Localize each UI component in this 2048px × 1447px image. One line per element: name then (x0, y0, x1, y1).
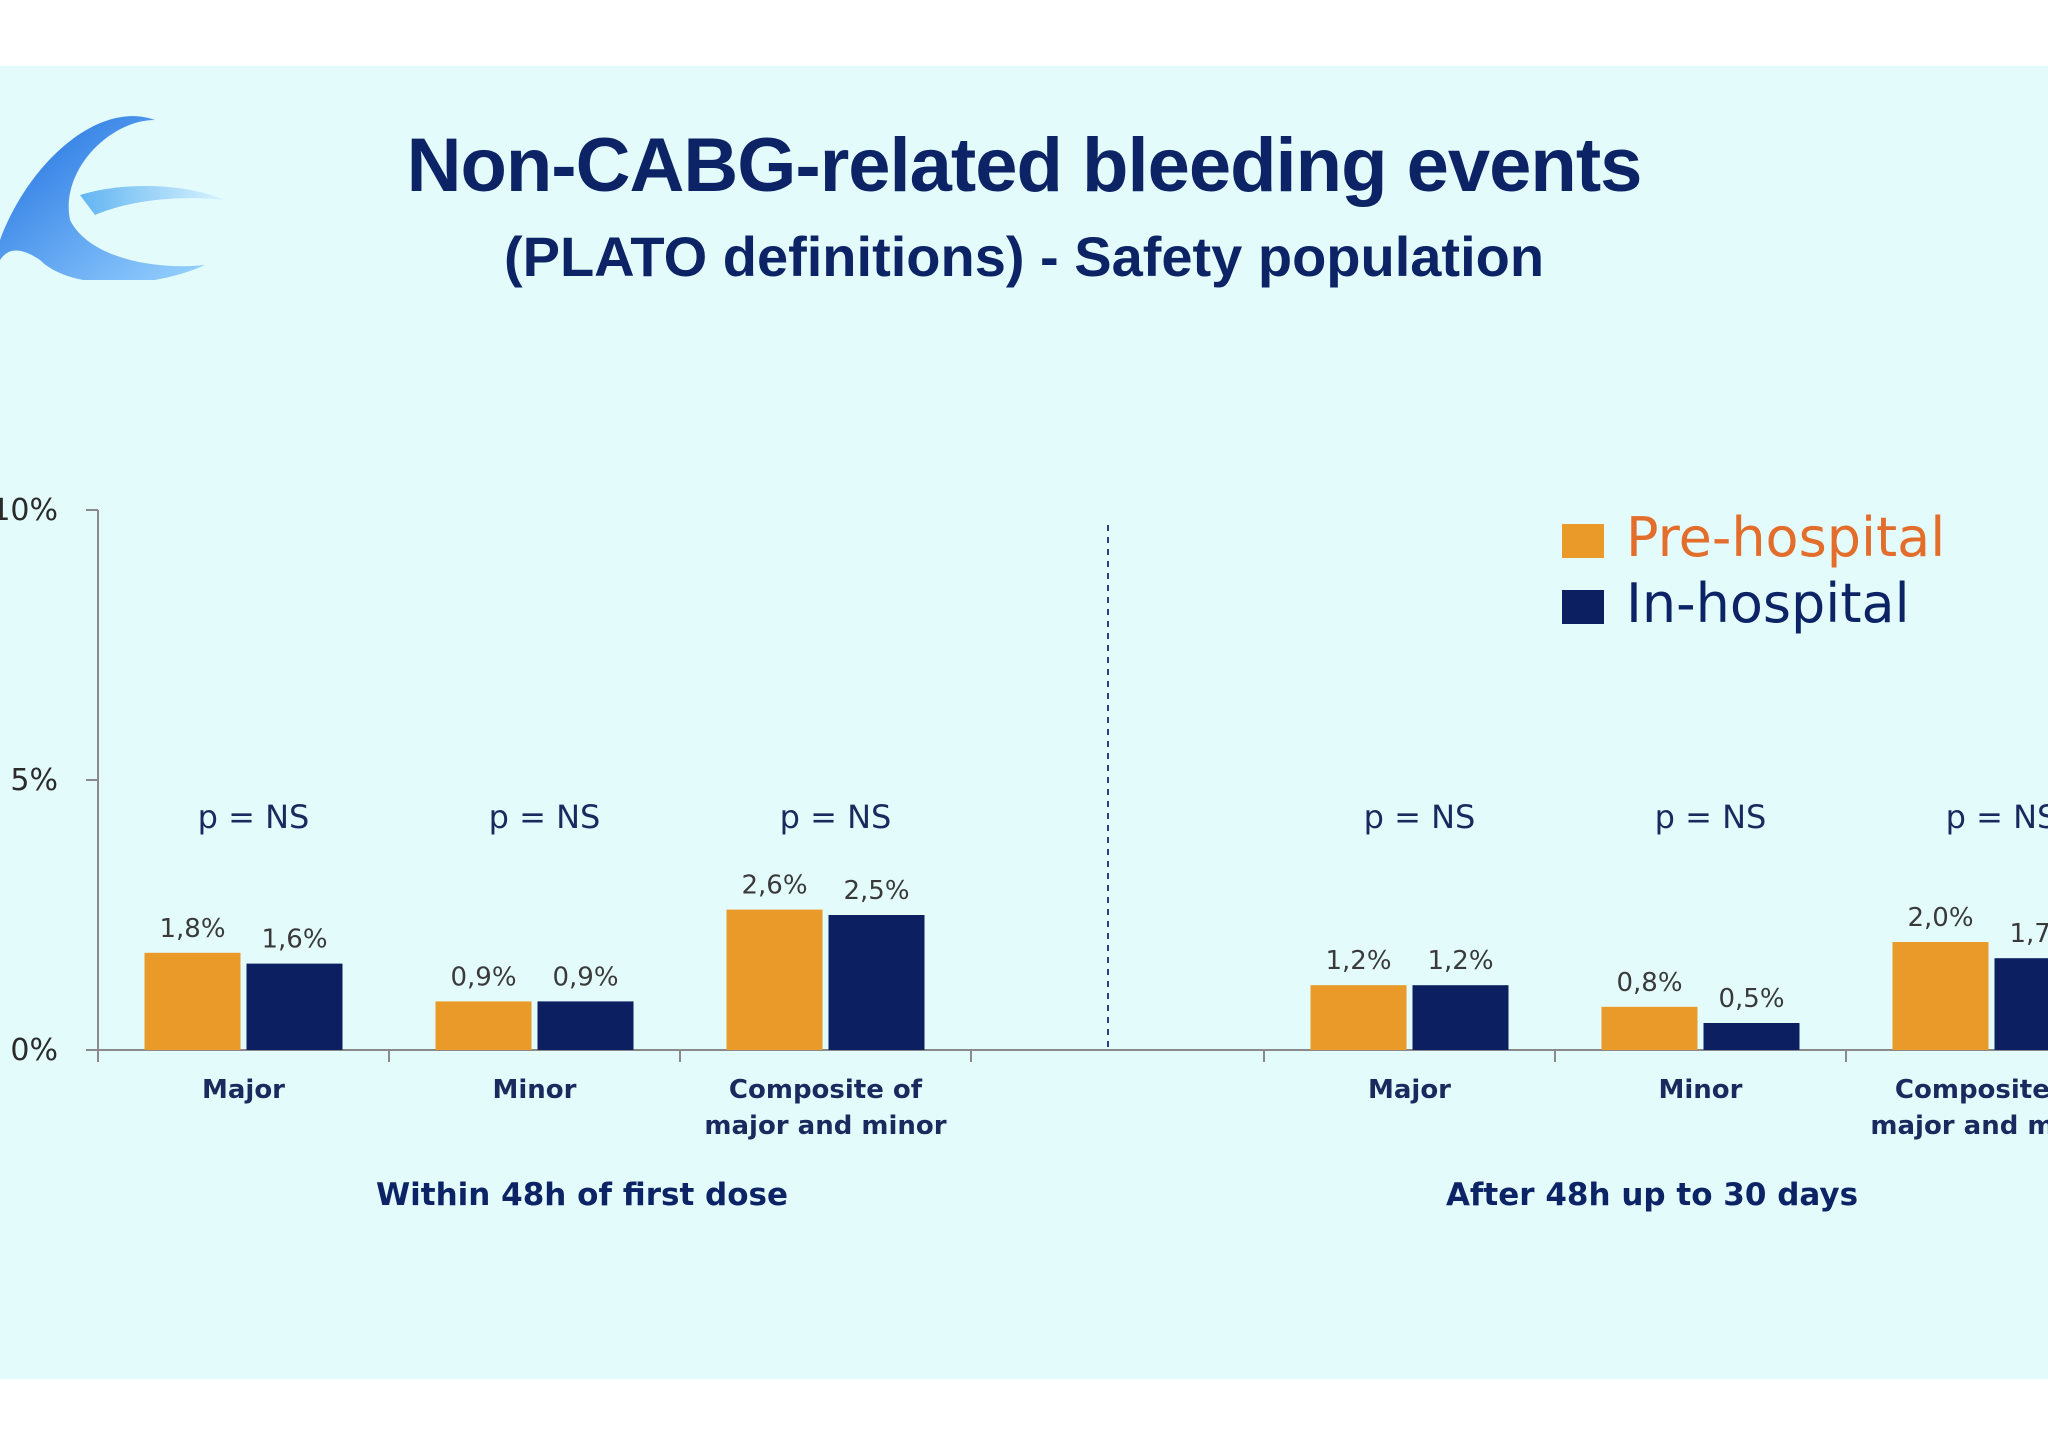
bar-in-hospital (537, 1001, 634, 1050)
x-tick-label: Composite of (1895, 1075, 2048, 1105)
legend-swatch (1562, 524, 1604, 558)
x-tick-label: Major (1368, 1075, 1451, 1105)
data-label-in-hospital: 1,6% (261, 925, 327, 955)
bar-in-hospital (1994, 958, 2048, 1050)
x-tick-label: major and minor (704, 1111, 946, 1141)
bar-in-hospital (1703, 1023, 1800, 1050)
wave-logo-icon (0, 116, 225, 280)
bar-in-hospital (828, 915, 925, 1050)
bar-pre-hospital (1601, 1006, 1698, 1050)
y-tick-label: 0% (10, 1033, 58, 1068)
p-value-label: p = NS (1364, 798, 1476, 836)
page-subtitle: (PLATO definitions) - Safety population (503, 225, 1545, 288)
data-label-in-hospital: 0,5% (1718, 984, 1784, 1014)
y-tick-label: 5% (10, 763, 58, 798)
bar-in-hospital (246, 963, 343, 1050)
group-label: After 48h up to 30 days (1446, 1177, 1858, 1213)
data-label-pre-hospital: 2,6% (741, 871, 807, 901)
p-value-label: p = NS (198, 798, 310, 836)
x-tick-label: Composite of (729, 1075, 923, 1105)
bar-pre-hospital (435, 1001, 532, 1050)
slide-background (0, 66, 2048, 1379)
x-tick-label: Minor (1659, 1075, 1743, 1105)
data-label-pre-hospital: 0,9% (450, 962, 516, 992)
data-label-pre-hospital: 1,8% (159, 914, 225, 944)
data-label-in-hospital: 0,9% (552, 962, 618, 992)
data-label-pre-hospital: 1,2% (1325, 946, 1391, 976)
data-label-in-hospital: 2,5% (843, 876, 909, 906)
data-label-pre-hospital: 0,8% (1616, 968, 1682, 998)
p-value-label: p = NS (489, 798, 601, 836)
data-label-in-hospital: 1,7% (2009, 919, 2048, 949)
x-tick-label: major and minor (1870, 1111, 2048, 1141)
p-value-label: p = NS (780, 798, 892, 836)
page-title: Non-CABG-related bleeding events (406, 123, 1643, 208)
x-tick-label: Major (202, 1075, 285, 1105)
p-value-label: p = NS (1655, 798, 1767, 836)
legend-label: In-hospital (1626, 572, 1910, 635)
y-tick-label: 10% (0, 493, 58, 528)
data-label-in-hospital: 1,2% (1427, 946, 1493, 976)
legend-label: Pre-hospital (1626, 506, 1945, 569)
legend-swatch (1562, 590, 1604, 624)
data-label-pre-hospital: 2,0% (1907, 903, 1973, 933)
bar-pre-hospital (726, 909, 823, 1050)
bar-pre-hospital (1892, 942, 1989, 1050)
bar-in-hospital (1412, 985, 1509, 1050)
group-label: Within 48h of first dose (376, 1177, 788, 1213)
bar-pre-hospital (1310, 985, 1407, 1050)
bar-pre-hospital (144, 952, 241, 1050)
x-tick-label: Minor (493, 1075, 577, 1105)
p-value-label: p = NS (1946, 798, 2048, 836)
